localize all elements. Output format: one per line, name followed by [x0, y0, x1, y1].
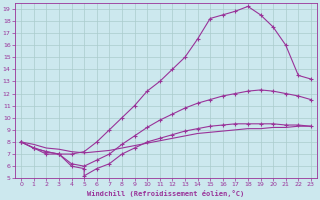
X-axis label: Windchill (Refroidissement éolien,°C): Windchill (Refroidissement éolien,°C) [87, 190, 245, 197]
